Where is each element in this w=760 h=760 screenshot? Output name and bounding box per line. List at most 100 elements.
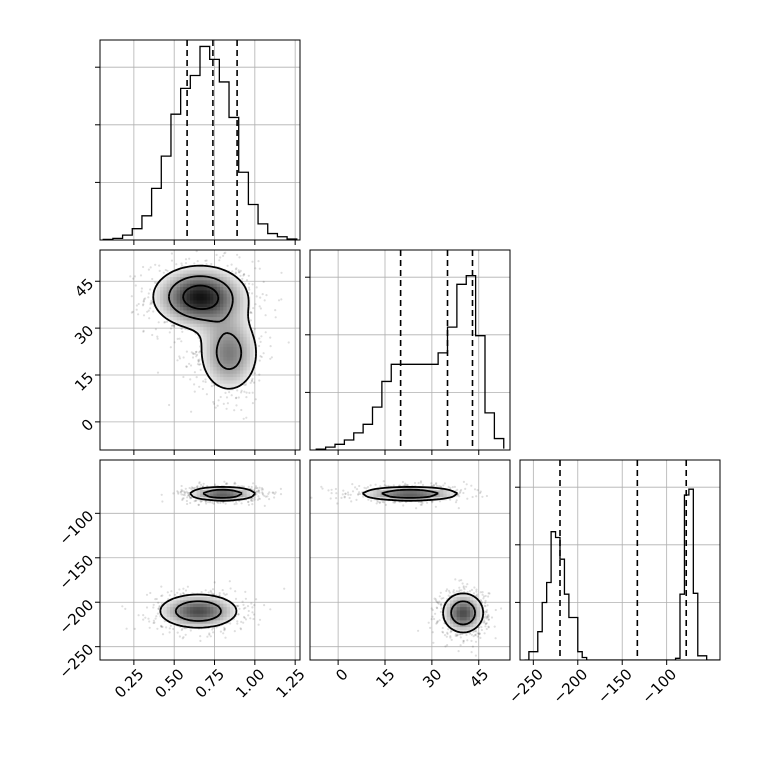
density-cell	[213, 366, 218, 371]
scatter-point	[446, 644, 449, 647]
density-cell	[170, 300, 174, 304]
density-cell	[216, 306, 221, 311]
scatter-point	[188, 486, 191, 490]
scatter-point	[252, 482, 255, 485]
density-cell	[400, 493, 404, 498]
density-cell	[203, 300, 208, 304]
density-cell	[240, 316, 244, 321]
scatter-point	[143, 298, 146, 301]
density-cell	[173, 276, 178, 281]
density-cell	[236, 310, 241, 314]
density-cell	[246, 360, 251, 364]
density-cell	[203, 616, 208, 621]
scatter-point	[186, 585, 189, 588]
scatter-point	[224, 391, 227, 394]
scatter-point	[247, 609, 250, 613]
density-cell	[203, 363, 208, 368]
scatter-point	[155, 615, 158, 618]
density-cell	[236, 366, 241, 371]
scatter-point	[168, 331, 171, 334]
scatter-point	[417, 481, 420, 485]
density-cell	[230, 283, 234, 288]
density-cell	[210, 336, 214, 341]
density-cell	[213, 356, 218, 361]
density-cell	[213, 306, 218, 311]
scatter-point	[181, 489, 184, 493]
scatter-point	[173, 341, 176, 344]
density-cell	[230, 610, 234, 614]
scatter-point	[485, 609, 489, 612]
density-cell	[183, 303, 188, 308]
density-cell	[226, 300, 231, 304]
density-cell	[196, 266, 201, 271]
scatter-point	[252, 497, 255, 500]
scatter-point	[348, 496, 351, 500]
density-cell	[206, 313, 211, 318]
scatter-point	[435, 482, 438, 485]
density-cell	[233, 323, 238, 328]
scatter-point	[166, 591, 169, 594]
scatter-point	[254, 398, 257, 401]
density-cell	[216, 333, 221, 338]
scatter-point	[129, 275, 132, 278]
density-cell	[216, 323, 221, 328]
scatter-point	[175, 263, 178, 266]
density-cell	[220, 283, 224, 288]
scatter-point	[374, 483, 377, 486]
density-cell	[243, 343, 248, 348]
density-cell	[220, 490, 224, 494]
scatter-point	[487, 626, 490, 629]
scatter-point	[474, 633, 477, 636]
density-cell	[173, 293, 178, 298]
scatter-point	[251, 377, 254, 380]
density-cell	[230, 310, 234, 314]
density-cell	[170, 283, 174, 288]
scatter-point	[457, 650, 460, 653]
density-cell	[390, 493, 394, 498]
scatter-point	[262, 352, 265, 355]
density-cell	[250, 343, 254, 348]
density-cell	[243, 293, 248, 298]
density-cell	[166, 613, 171, 618]
scatter-point	[160, 585, 163, 588]
density-cell	[180, 286, 184, 291]
scatter-point	[198, 482, 201, 485]
scatter-point	[470, 484, 473, 487]
scatter-point	[249, 381, 252, 384]
scatter-point	[470, 651, 473, 654]
scatter-point	[142, 299, 145, 302]
scatter-point	[398, 484, 401, 487]
scatter-point	[446, 632, 449, 636]
scatter-point	[500, 607, 503, 610]
scatter-point	[176, 490, 179, 493]
scatter-point	[179, 491, 182, 494]
scatter-point	[465, 483, 468, 486]
scatter-point	[216, 404, 219, 407]
scatter-point	[484, 599, 487, 603]
scatter-point	[346, 491, 350, 494]
scatter-point	[178, 588, 181, 591]
scatter-point	[449, 635, 452, 638]
scatter-point	[166, 269, 169, 272]
density-cell	[193, 613, 198, 618]
scatter-point	[225, 396, 229, 399]
scatter-point	[358, 491, 361, 494]
scatter-point	[376, 500, 380, 503]
scatter-point	[206, 485, 209, 488]
density-cell	[236, 300, 241, 304]
scatter-point	[184, 262, 188, 265]
density-cell	[210, 363, 214, 368]
density-cell	[226, 370, 231, 374]
density-cell	[183, 316, 188, 321]
scatter-point	[212, 626, 215, 630]
scatter-point	[473, 586, 476, 589]
scatter-point	[121, 605, 124, 608]
scatter-point	[242, 607, 246, 610]
scatter-point	[225, 593, 228, 596]
scatter-point	[181, 264, 184, 267]
density-cell	[210, 306, 214, 311]
density-cell	[223, 616, 228, 621]
density-cell	[236, 363, 241, 368]
density-cell	[156, 303, 161, 308]
density-cell	[213, 330, 218, 334]
